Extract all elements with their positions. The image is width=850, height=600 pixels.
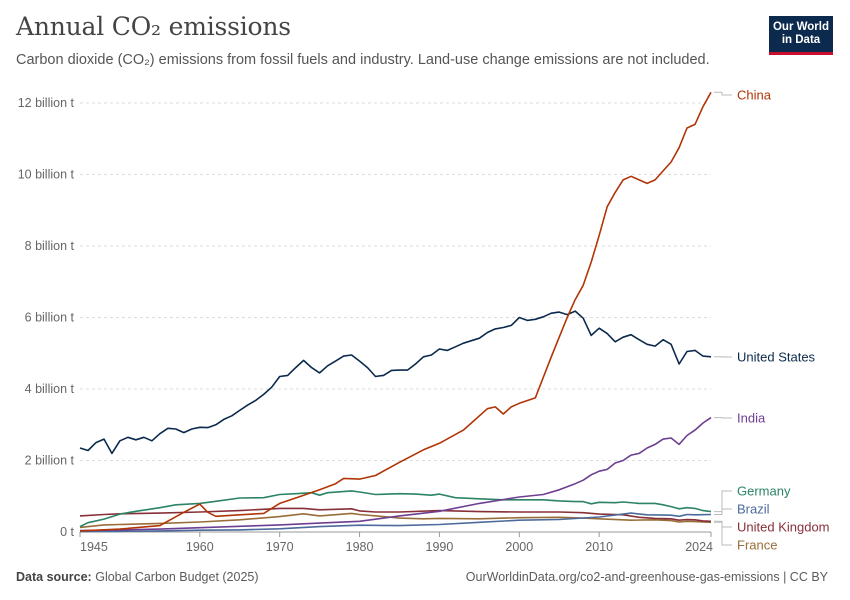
series-line-united-kingdom[interactable]	[79, 507, 712, 523]
y-axis-ticks: 0 t 2 billion t 4 billion t 6 billion t 8 bi…	[18, 96, 75, 539]
series-line-france[interactable]	[79, 512, 712, 529]
label-connector	[714, 521, 732, 546]
owid-logo[interactable]: Our World in Data	[769, 16, 833, 55]
y-tick-label: 12 billion t	[18, 96, 75, 110]
x-tick-label: 1945	[80, 540, 108, 554]
x-tick-label: 1960	[186, 540, 214, 554]
series-label-china[interactable]: China	[737, 88, 772, 103]
series-label-germany[interactable]: Germany	[737, 484, 791, 499]
series-label-brazil[interactable]: Brazil	[737, 502, 770, 517]
x-axis: 1945 1960 1970 1980 1990 2000 2010 2024	[79, 531, 713, 554]
label-connector	[714, 91, 732, 96]
x-tick-label: 1970	[266, 540, 294, 554]
label-connector	[714, 490, 732, 513]
logo-line-1: Our World	[772, 21, 829, 33]
y-tick-label: 0 t	[60, 525, 74, 539]
x-tick-label: 1980	[346, 540, 374, 554]
series-line-india[interactable]	[79, 416, 712, 532]
source-url[interactable]: OurWorldinData.org/co2-and-greenhouse-ga…	[465, 570, 828, 584]
series-label-united-kingdom[interactable]: United Kingdom	[737, 520, 830, 535]
y-tick-label: 6 billion t	[25, 311, 75, 325]
series-label-france[interactable]: France	[737, 538, 777, 553]
series-line-united-states[interactable]	[79, 310, 712, 455]
series-line-china[interactable]	[79, 91, 712, 532]
y-tick-label: 8 billion t	[25, 239, 75, 253]
x-tick-label: 2010	[585, 540, 613, 554]
x-tick-label: 2024	[685, 540, 713, 554]
data-source-label: Data source:	[16, 570, 92, 584]
x-tick-label: 2000	[505, 540, 533, 554]
x-tick-label: 1990	[426, 540, 454, 554]
y-tick-label: 2 billion t	[25, 454, 75, 468]
y-tick-label: 4 billion t	[25, 382, 75, 396]
series-label-united-states[interactable]: United States	[737, 350, 816, 365]
series-label-india[interactable]: India	[737, 411, 766, 426]
data-source-value[interactable]: Global Carbon Budget (2025)	[95, 570, 259, 584]
series-line-brazil[interactable]	[79, 512, 712, 533]
data-source: Data source: Global Carbon Budget (2025)	[16, 570, 259, 584]
series-lines	[79, 91, 712, 533]
logo-line-2: in Data	[781, 34, 821, 46]
label-connector	[714, 508, 732, 515]
series-labels: China United States India Germany Brazil Unit…	[714, 88, 830, 553]
grid-lines	[80, 102, 711, 461]
y-tick-label: 10 billion t	[18, 168, 75, 182]
chart-subtitle: Carbon dioxide (CO₂) emissions from foss…	[16, 52, 710, 68]
chart-title: Annual CO₂ emissions	[16, 12, 291, 41]
series-line-germany[interactable]	[79, 490, 712, 528]
